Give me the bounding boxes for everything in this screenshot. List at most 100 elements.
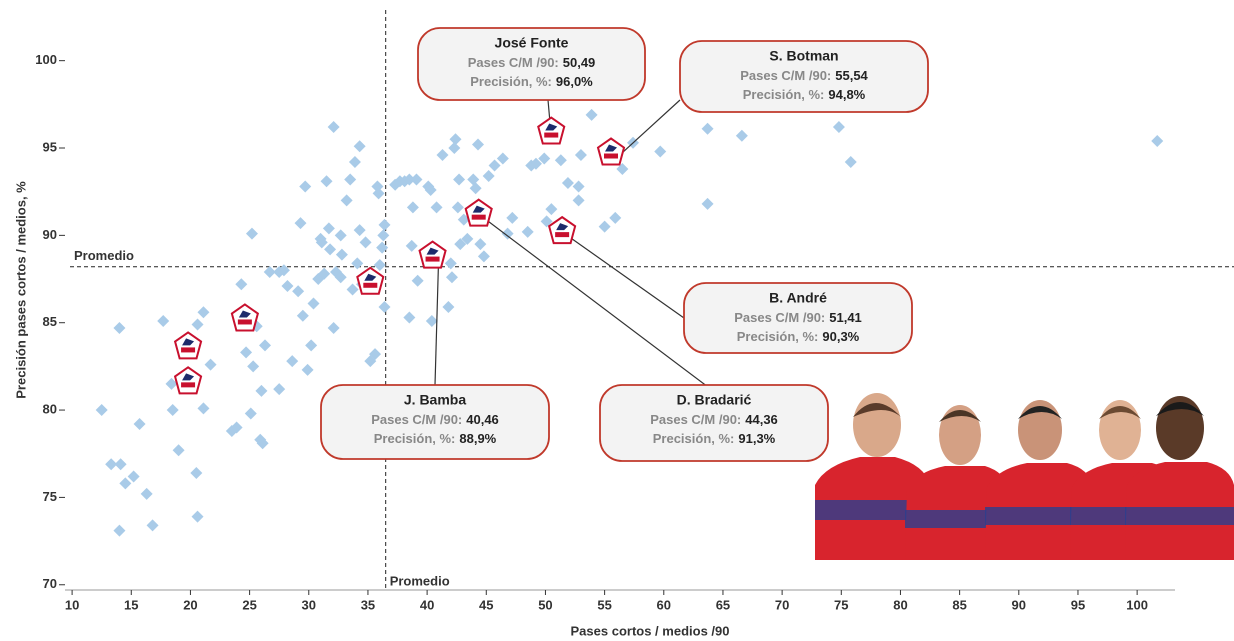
point <box>467 173 480 186</box>
logo-dog <box>605 144 618 152</box>
point <box>410 173 423 186</box>
callout-value: 50,49 <box>563 55 596 70</box>
point <box>561 176 574 189</box>
callout-value: 40,46 <box>466 412 499 427</box>
point <box>191 318 204 331</box>
player-photos <box>815 393 1234 560</box>
callout-line: Precisión, %: 91,3% <box>653 431 776 446</box>
callout-line: Pases C/M /90: 40,46 <box>371 412 499 427</box>
callout-label: Precisión, %: <box>653 431 735 446</box>
x-tick-label: 45 <box>479 597 493 612</box>
x-tick-label: 30 <box>302 597 316 612</box>
point <box>335 248 348 261</box>
callout-value: 96,0% <box>556 74 593 89</box>
callout-line: Pases C/M /90: 50,49 <box>468 55 596 70</box>
point <box>572 194 585 207</box>
y-tick-label: 80 <box>43 401 57 416</box>
point <box>377 229 390 242</box>
leader-line <box>616 99 681 158</box>
point <box>436 149 449 161</box>
team-marker <box>356 266 385 295</box>
callout-value: 91,3% <box>738 431 775 446</box>
callout-line: Pases C/M /90: 55,54 <box>740 68 868 83</box>
x-tick-label: 25 <box>242 597 256 612</box>
callout-label: Pases C/M /90: <box>650 412 741 427</box>
logo-band <box>181 382 196 388</box>
point <box>344 173 357 186</box>
point <box>506 211 519 224</box>
team-marker <box>547 215 577 245</box>
point <box>351 257 364 270</box>
point <box>318 267 331 280</box>
point <box>403 173 416 186</box>
point <box>474 238 487 251</box>
point <box>190 466 203 479</box>
logo-band <box>604 153 619 159</box>
point <box>301 363 314 376</box>
point <box>461 232 474 245</box>
point <box>235 278 248 291</box>
callout-box <box>417 27 646 101</box>
x-tick-label: 95 <box>1071 597 1085 612</box>
point <box>146 519 159 532</box>
point <box>105 458 118 471</box>
x-axis-title: Pases cortos / medios /90 <box>571 623 730 638</box>
x-tick-label: 85 <box>952 597 966 612</box>
callout-line: Precisión, %: 90,3% <box>737 329 860 344</box>
point <box>424 183 437 196</box>
callout-label: Pases C/M /90: <box>371 412 462 427</box>
x-tick-label: 100 <box>1126 597 1148 612</box>
point <box>114 458 127 471</box>
y-tick-label: 70 <box>43 576 57 591</box>
point <box>340 194 353 207</box>
point <box>453 173 466 186</box>
point <box>299 180 312 193</box>
callout-label: Pases C/M /90: <box>734 310 825 325</box>
point <box>204 358 217 371</box>
point <box>286 355 299 368</box>
point <box>444 257 457 270</box>
point <box>157 314 170 327</box>
callout-name: S. Botman <box>769 48 838 64</box>
point <box>119 477 132 490</box>
leader-line <box>484 218 713 391</box>
point <box>307 297 320 310</box>
point <box>165 377 178 390</box>
team-marker <box>418 240 447 269</box>
point <box>258 339 271 352</box>
point <box>411 274 424 287</box>
point <box>95 404 108 417</box>
point <box>430 201 443 214</box>
logo-dog <box>472 205 485 213</box>
point <box>353 140 366 153</box>
point <box>247 360 260 373</box>
point <box>263 266 276 279</box>
point <box>832 121 845 134</box>
point <box>334 271 347 284</box>
callout-name: J. Bamba <box>404 392 466 408</box>
callout-label: Pases C/M /90: <box>468 55 559 70</box>
point <box>113 524 126 537</box>
point <box>445 271 458 284</box>
logo-band <box>181 347 196 353</box>
x-tick-label: 50 <box>538 597 552 612</box>
point <box>369 348 382 361</box>
point <box>529 157 542 170</box>
point <box>334 229 347 242</box>
x-tick-label: 75 <box>834 597 848 612</box>
point <box>294 217 307 230</box>
logo-dog <box>426 247 439 255</box>
point <box>406 201 419 214</box>
callout-label: Precisión, %: <box>737 329 819 344</box>
point <box>230 421 243 434</box>
point <box>482 169 495 182</box>
logo-band <box>363 282 378 288</box>
logo-dog <box>182 338 195 346</box>
point <box>844 155 857 168</box>
callout-name: D. Bradarić <box>677 392 752 408</box>
point <box>113 321 126 334</box>
point <box>540 215 553 228</box>
team-marker <box>596 137 626 166</box>
x-tick-label: 10 <box>65 597 79 612</box>
point <box>296 309 309 322</box>
